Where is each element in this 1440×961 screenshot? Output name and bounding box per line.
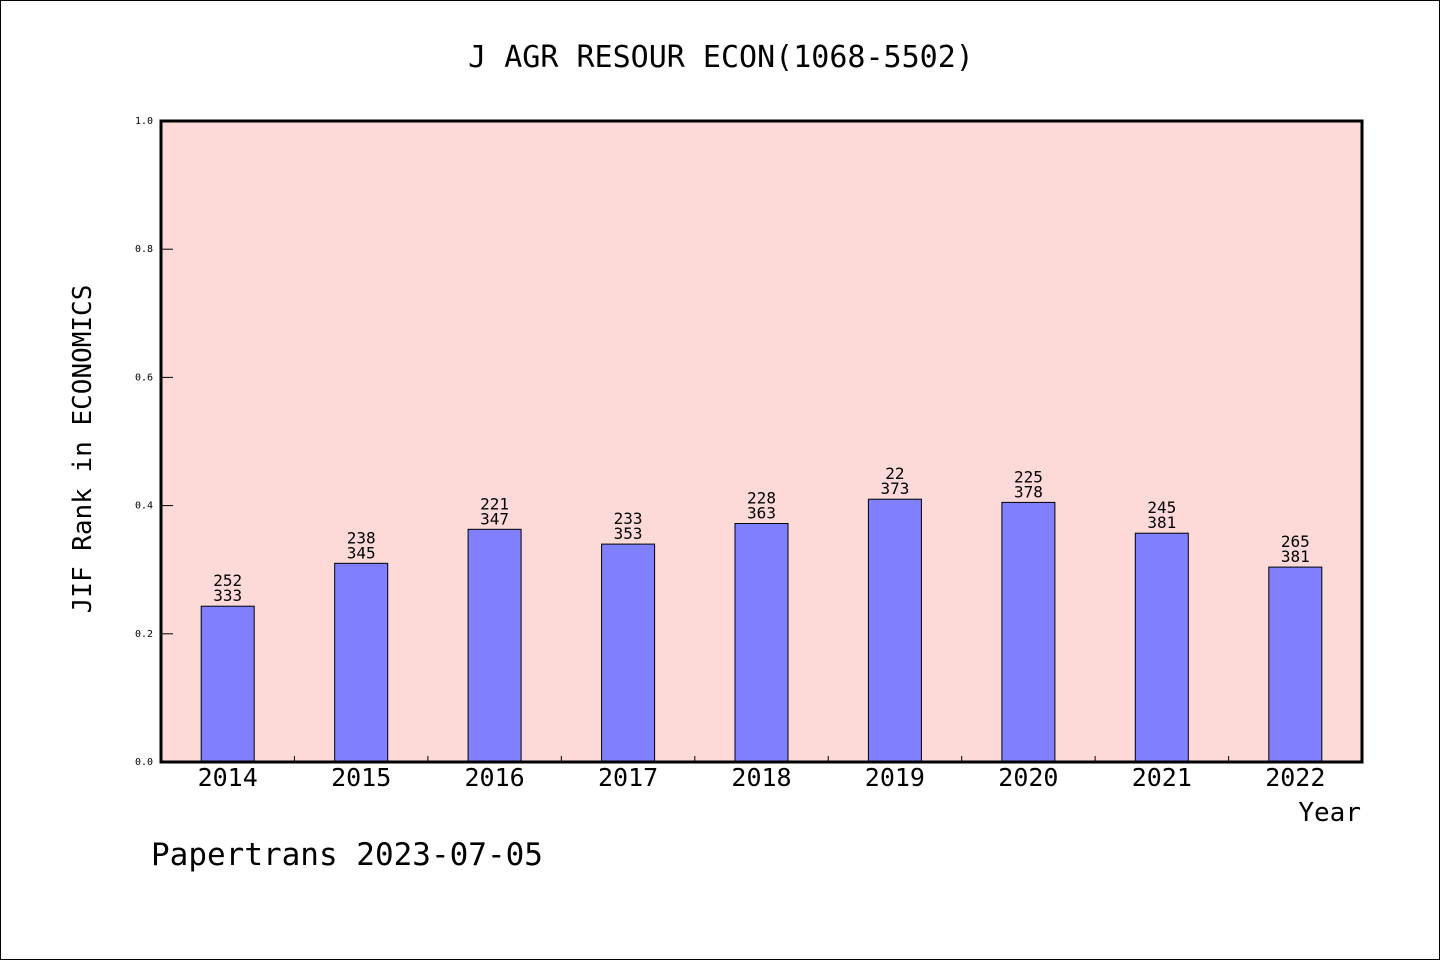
y-tick-label-1.0: 1.0 [135, 116, 153, 127]
y-tick-label-0.0: 0.0 [135, 757, 153, 768]
bar-2016 [467, 528, 522, 763]
bar-rank-label-2021: 245 [1147, 498, 1176, 517]
x-tick-label-2014: 2014 [198, 763, 258, 792]
bar-2014 [200, 605, 255, 763]
bar-total-label-2016: 347 [480, 509, 509, 528]
y-tick-label-0.6: 0.6 [135, 372, 153, 383]
bar-total-label-2015: 345 [347, 543, 376, 562]
y-tick-label-0.8: 0.8 [135, 244, 153, 255]
footer-credit: Papertrans 2023-07-05 [151, 837, 543, 873]
x-tick-label-2019: 2019 [865, 763, 925, 792]
bar-rank-label-2016: 221 [480, 494, 509, 513]
x-axis-label: Year [1298, 798, 1361, 828]
x-tick-label-2022: 2022 [1265, 763, 1325, 792]
bar-2018 [734, 523, 789, 763]
x-tick-label-2015: 2015 [331, 763, 391, 792]
x-tick-label-2016: 2016 [464, 763, 524, 792]
bar-2017 [601, 543, 656, 763]
x-tick-label-2018: 2018 [731, 763, 791, 792]
bar-rank-label-2017: 233 [614, 509, 643, 528]
bar-total-label-2020: 378 [1014, 482, 1043, 501]
y-axis-ticks: 0.0 0.2 0.4 0.6 0.8 1.0 [135, 116, 173, 768]
bars-layer [200, 498, 1323, 763]
bar-rank-label-2015: 238 [347, 528, 376, 547]
bar-2021 [1134, 532, 1189, 763]
bar-total-label-2017: 353 [614, 524, 643, 543]
bar-total-label-2021: 381 [1147, 513, 1176, 532]
bar-rank-label-2014: 252 [213, 571, 242, 590]
x-tick-label-2020: 2020 [998, 763, 1058, 792]
bar-2020 [1001, 501, 1056, 763]
y-tick-label-0.2: 0.2 [135, 629, 153, 640]
bar-rank-label-2019: 22 [885, 464, 904, 483]
bar-rank-label-2022: 265 [1281, 532, 1310, 551]
bar-2015 [334, 562, 389, 763]
bar-2019 [867, 498, 922, 763]
plot-frame [159, 119, 1364, 764]
y-axis-label: JIF Rank in ECONOMICS [68, 285, 98, 614]
chart-title: J AGR RESOUR ECON(1068-5502) [468, 40, 974, 75]
bar-total-label-2022: 381 [1281, 547, 1310, 566]
x-axis-ticks: 2014 2015 2016 2017 2018 2019 2020 2021 2022 [198, 756, 1325, 792]
y-tick-label-0.4: 0.4 [135, 501, 153, 512]
bar-total-label-2014: 333 [213, 586, 242, 605]
bar-total-label-2018: 363 [747, 504, 776, 523]
x-tick-label-2021: 2021 [1132, 763, 1192, 792]
bar-rank-label-2020: 225 [1014, 467, 1043, 486]
bar-2022 [1268, 566, 1323, 763]
x-tick-label-2017: 2017 [598, 763, 658, 792]
bar-total-label-2019: 373 [880, 479, 909, 498]
bar-rank-label-2018: 228 [747, 489, 776, 508]
